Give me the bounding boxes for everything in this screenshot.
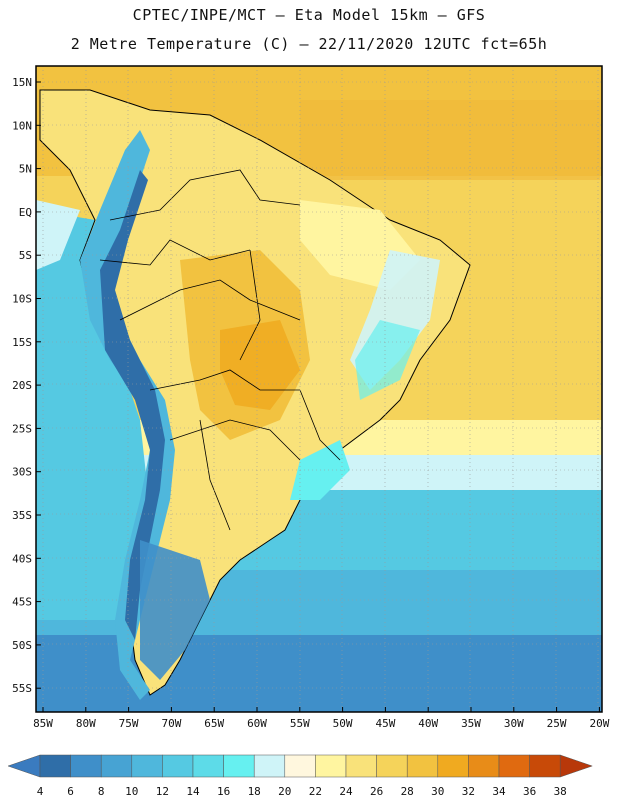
lon-label-80W: 80W [76,717,96,730]
lon-label-30W: 30W [504,717,524,730]
colorbar: 4 6 8 10 12 14 16 18 20 22 24 26 28 30 32 34 36 38 [7,754,593,798]
colorbar-label: 24 [339,785,353,798]
colorbar-swatch [498,754,530,778]
lat-label-20S: 20S [12,379,32,392]
colorbar-swatch [162,754,194,778]
lon-label-20W: 20W [589,717,609,730]
colorbar-label: 6 [67,785,74,798]
colorbar-label: 12 [156,785,169,798]
lon-label-35W: 35W [461,717,481,730]
lat-label-10N: 10N [12,119,32,132]
lat-label-35S: 35S [12,509,32,522]
colorbar-swatch [468,754,500,778]
lat-label-15N: 15N [12,76,32,89]
map-frame [35,65,603,713]
lon-label-55W: 55W [290,717,310,730]
colorbar-swatch [345,754,377,778]
colorbar-label: 30 [431,785,444,798]
colorbar-label: 10 [125,785,138,798]
lon-label-45W: 45W [375,717,395,730]
title-line-1: CPTEC/INPE/MCT – Eta Model 15km – GFS [132,6,486,24]
colorbar-label: 4 [37,785,44,798]
lon-label-70W: 70W [161,717,181,730]
lon-label-40W: 40W [418,717,438,730]
colorbar-label: 18 [248,785,261,798]
colorbar-label: 38 [554,785,567,798]
lat-label-45S: 45S [12,596,32,609]
colorbar-swatch [131,754,163,778]
colorbar-label: 22 [309,785,322,798]
colorbar-swatch [192,754,224,778]
colorbar-swatch [70,754,102,778]
lat-label-25S: 25S [12,422,32,435]
lat-label-5N: 5N [19,163,32,176]
lat-label-50S: 50S [12,639,32,652]
colorbar-swatch [39,754,71,778]
lat-label-30S: 30S [12,466,32,479]
colorbar-label: 36 [523,785,536,798]
temperature-map: 15N 10N 5N EQ 5S 10S 15S 20S 25S 30S 35S 40S 45S 50S 5… [12,65,610,730]
colorbar-label: 26 [370,785,383,798]
colorbar-label: 32 [462,785,475,798]
colorbar-swatch [315,754,347,778]
lon-label-85W: 85W [33,717,53,730]
lat-label-10S: 10S [12,293,32,306]
lat-label-15S: 15S [12,336,32,349]
colorbar-swatch [437,754,469,778]
colorbar-label: 16 [217,785,230,798]
colorbar-swatch [376,754,408,778]
colorbar-swatch [7,754,41,778]
map-field [36,66,602,712]
longitude-labels: 85W 80W 75W 70W 65W 60W 55W 50W 45W 40W 35W 30W 25W 2… [33,707,610,730]
latitude-labels: 15N 10N 5N EQ 5S 10S 15S 20S 25S 30S 35S 40S 45S 50S 5… [12,76,41,695]
colorbar-swatch [529,754,561,778]
colorbar-label: 34 [492,785,506,798]
lon-label-65W: 65W [204,717,224,730]
colorbar-swatch [406,754,439,778]
colorbar-swatch [253,754,286,778]
title-line-2: 2 Metre Temperature (C) – 22/11/2020 12U… [70,35,548,53]
lon-label-60W: 60W [247,717,267,730]
lon-label-50W: 50W [333,717,353,730]
lat-label-55S: 55S [12,682,32,695]
colorbar-swatch [100,754,133,778]
colorbar-swatch [559,754,593,778]
lon-label-75W: 75W [119,717,139,730]
lat-label-5S: 5S [19,249,32,262]
colorbar-label: 28 [401,785,414,798]
colorbar-swatch [284,754,316,778]
colorbar-swatch [223,754,255,778]
colorbar-label: 8 [98,785,105,798]
country-borders [99,169,341,531]
lat-label-40S: 40S [12,552,32,565]
colorbar-label: 14 [186,785,200,798]
colorbar-label: 20 [278,785,291,798]
lat-label-EQ: EQ [19,206,32,219]
lon-label-25W: 25W [547,717,567,730]
